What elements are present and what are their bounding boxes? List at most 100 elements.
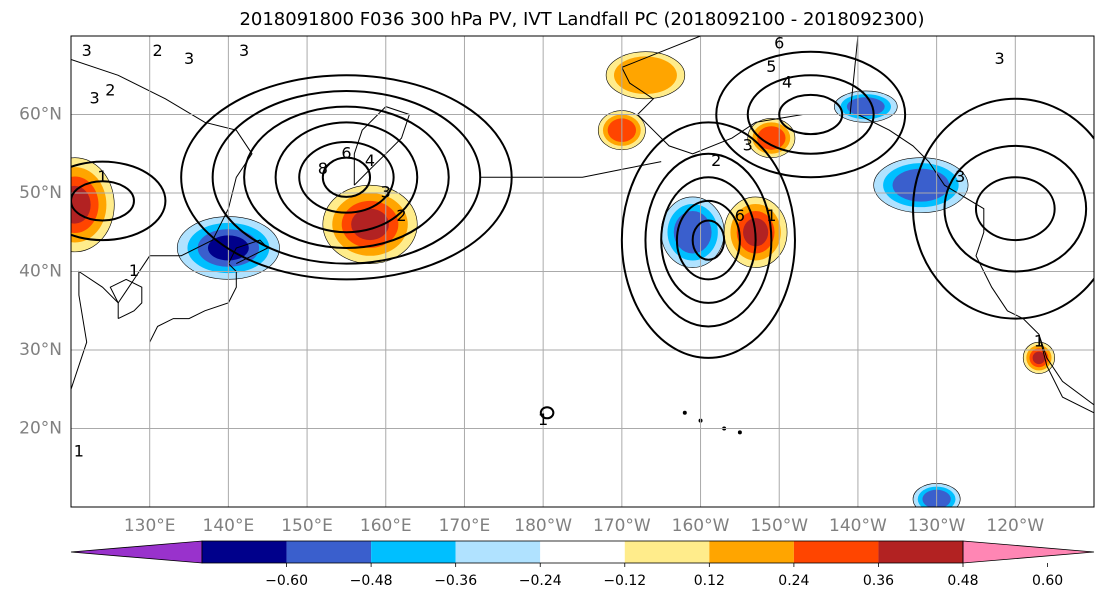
pv-contour-0-2: [274, 121, 419, 234]
colorbar-tick-label: 0.60: [1032, 573, 1063, 589]
coastline-segment-4: [621, 36, 859, 155]
lat-tick-label: 60°N: [19, 105, 62, 125]
colorbar-tick-label: 0.36: [863, 573, 894, 589]
pv-contour-1-0: [691, 219, 726, 261]
colorbar-tick-label: 0.24: [778, 573, 809, 589]
shading-blue-northeast-pacific-2: [892, 168, 950, 202]
gridlines: [71, 36, 1094, 507]
contour-label: 1: [766, 206, 776, 225]
coastline-segment-0: [71, 59, 253, 390]
contour-label: 6: [774, 33, 784, 52]
shading-blue-gulf-alaska-east-2: [846, 97, 885, 117]
contour-label: 2: [711, 151, 721, 170]
pv-contour-0-4: [211, 89, 482, 265]
lon-tick-label: 150°E: [281, 516, 333, 536]
lon-tick-label: 130°E: [124, 516, 176, 536]
ivt-shading-layer: [71, 51, 1055, 507]
colorbar-extend-max: [962, 540, 1095, 564]
colorbar-segment: [793, 541, 879, 563]
lon-tick-label: 180°W: [514, 516, 572, 536]
contour-label: 4: [365, 151, 375, 170]
contour-label: 3: [82, 41, 92, 60]
colorbar-extend-min: [70, 540, 203, 564]
contour-label: 1: [74, 442, 84, 461]
colorbar-segment: [540, 541, 625, 563]
colorbar-frame: [201, 540, 964, 564]
lat-tick-label: 30°N: [19, 340, 62, 360]
coastline-segment-7: [1038, 334, 1094, 406]
island-3: [682, 410, 687, 415]
pv-contour-1-4: [620, 121, 796, 359]
pv-contour-2-1: [746, 74, 875, 155]
contour-label: 6: [735, 206, 745, 225]
lon-tick-label: 140°W: [829, 516, 887, 536]
lat-tick-label: 20°N: [19, 419, 62, 439]
shading-red-baja-3: [1032, 351, 1046, 365]
colorbar-tick-label: 0.12: [694, 573, 725, 589]
contour-label: 3: [743, 135, 753, 154]
colorbar-segment: [624, 541, 710, 563]
pv-contour-layer: [71, 50, 1094, 420]
pv-contour-0-1: [298, 140, 395, 214]
lon-tick-label: 170°W: [593, 516, 651, 536]
pv-contour-2-0: [778, 93, 844, 136]
contour-label: 2: [105, 80, 115, 99]
contour-label: 1: [129, 261, 139, 280]
colorbar-segment: [878, 541, 963, 563]
pv-contour-0-0: [321, 156, 372, 198]
colorbar-segment: [455, 541, 541, 563]
contour-label: 3: [239, 41, 249, 60]
pv-contour-1-2: [660, 176, 757, 304]
lat-tick-label: 50°N: [19, 183, 62, 203]
coastline-segment-5: [480, 161, 662, 178]
contour-label: 1: [538, 410, 548, 429]
lon-tick-label: 120°W: [986, 516, 1044, 536]
pv-contour-small: [539, 406, 555, 420]
lon-tick-label: 130°W: [908, 516, 966, 536]
colorbar: −0.60 −0.48 −0.36 −0.24 −0.12 0.12 0.24 0.36 0.4…: [70, 540, 1095, 589]
longitude-labels: 130°E 140°E 150°E 160°E 170°E 180°W 170°W 160°W…: [124, 516, 1045, 536]
island-2: [737, 430, 742, 435]
contour-label: 3: [994, 49, 1004, 68]
colorbar-tick-label: −0.12: [603, 573, 646, 589]
colorbar-segment: [371, 541, 456, 563]
contour-label: 2: [396, 206, 406, 225]
contour-label: 1: [1034, 332, 1044, 351]
contour-label: 3: [381, 183, 391, 202]
coastline-segment-3: [109, 278, 143, 320]
lat-tick-label: 40°N: [19, 262, 62, 282]
colorbar-segment: [286, 541, 372, 563]
colorbar-segment: [202, 541, 287, 563]
colorbar-tick-label: −0.60: [265, 573, 308, 589]
colorbar-tick-label: −0.24: [519, 573, 562, 589]
chart-title: 2018091800 F036 300 hPa PV, IVT Landfall…: [239, 9, 925, 30]
latitude-labels: 60°N 50°N 40°N 30°N 20°N: [19, 105, 62, 439]
lon-tick-label: 140°E: [203, 516, 255, 536]
pv-contour-4-2: [912, 97, 1094, 320]
colorbar-tick-label: −0.36: [434, 573, 477, 589]
contour-label: 3: [955, 167, 965, 186]
lon-tick-label: 160°E: [360, 516, 412, 536]
contour-label: 1: [97, 167, 107, 186]
shading-red-gulf-alaska-west-2: [757, 126, 786, 150]
contour-label: 8: [318, 159, 328, 178]
lon-tick-label: 150°W: [750, 516, 808, 536]
pv-contour-1-3: [644, 152, 773, 328]
contour-label: 5: [766, 57, 776, 76]
contour-label: 4: [782, 73, 792, 92]
map-frame: [70, 35, 1095, 508]
contour-label: 2: [152, 41, 162, 60]
shading-tan-left-edge-3: [71, 185, 91, 224]
contour-label: 6: [341, 143, 351, 162]
shading-orange-alaska-north-1: [613, 56, 677, 95]
lon-tick-label: 170°E: [439, 516, 491, 536]
colorbar-segment: [709, 541, 794, 563]
pv-contour-2-2: [715, 50, 907, 179]
colorbar-tick-label: −0.48: [350, 573, 393, 589]
pv-contour-1-1: [675, 199, 741, 281]
pv-contour-3-1: [71, 160, 167, 242]
pv-contour-0-5: [180, 74, 513, 281]
pv-contour-4-1: [943, 144, 1088, 273]
pv-contour-0-3: [243, 105, 450, 249]
